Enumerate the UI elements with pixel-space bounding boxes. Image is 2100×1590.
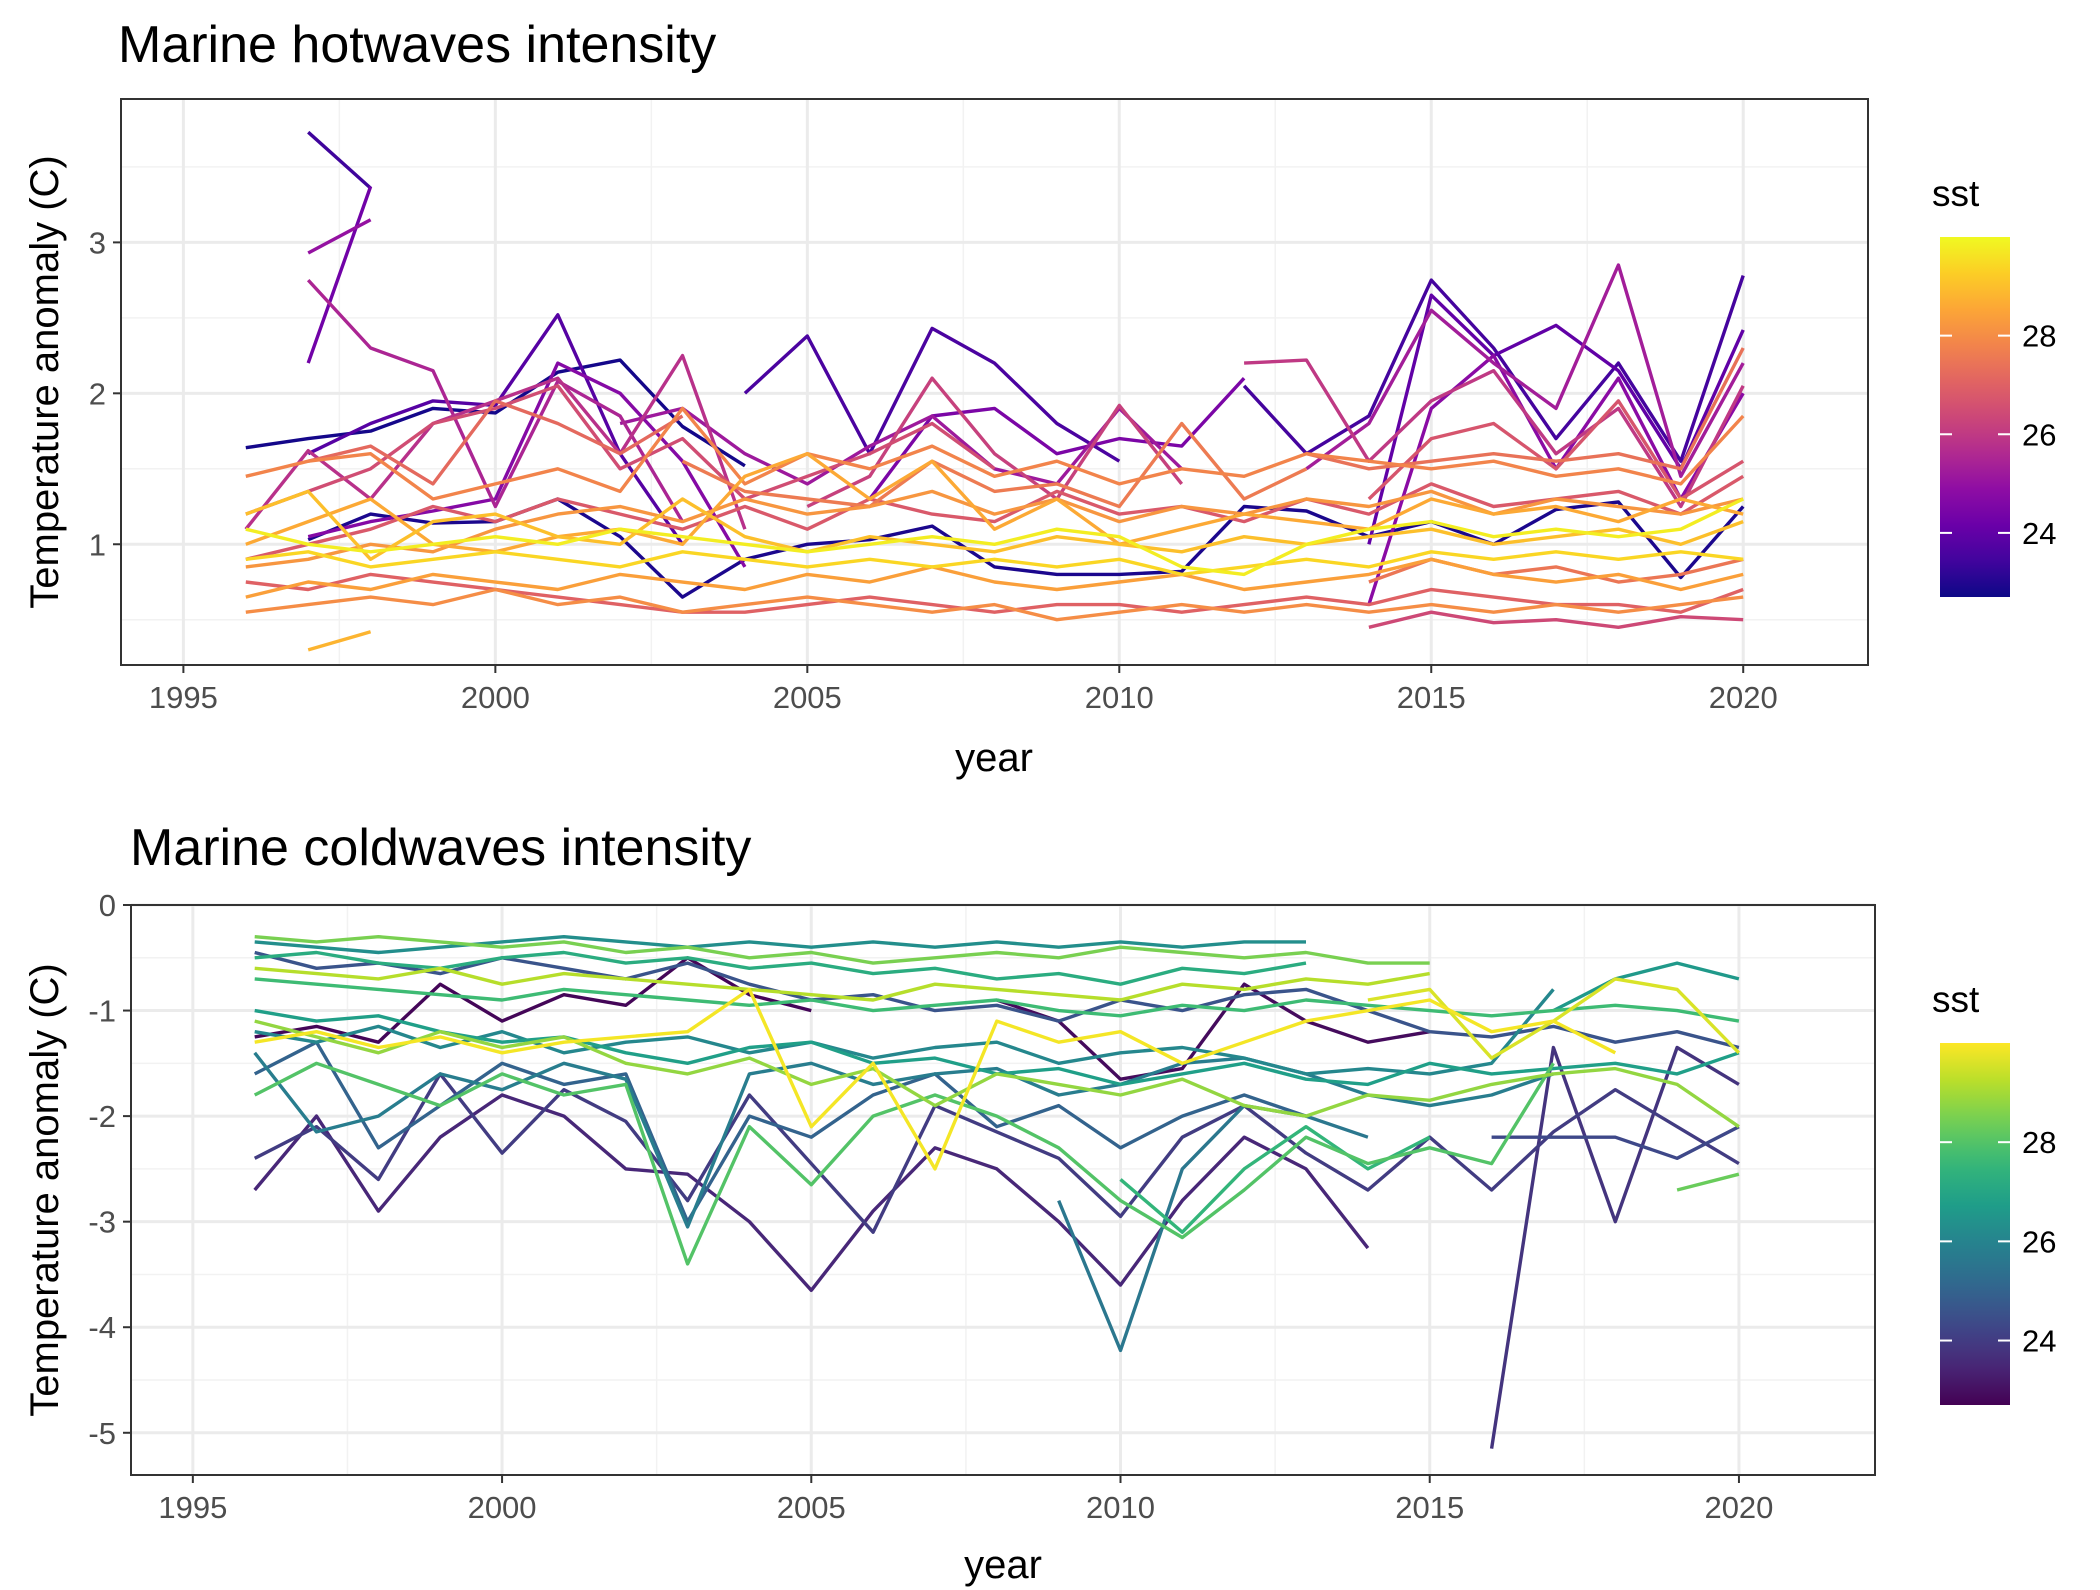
coldwaves-y-axis-title: Temperature anomaly (C)	[23, 963, 67, 1417]
coldwaves-x-axis: 1995 2000 2005 2010 2015 2020	[158, 1475, 1773, 1525]
coldwaves-series-line-4	[1489, 1045, 1740, 1449]
coldwaves-series-line-5	[253, 1072, 1740, 1234]
x-tick-label: 2000	[468, 1490, 537, 1525]
hotwaves-y-axis-title: Temperature anomaly (C)	[23, 155, 67, 609]
hotwaves-series-line-18	[806, 376, 1184, 509]
hotwaves-series-line-17	[1244, 358, 1745, 509]
x-tick-label: 2020	[1709, 680, 1778, 715]
hotwaves-legend: sst 24 26 28	[1932, 173, 2056, 597]
hotwaves-legend-title: sst	[1932, 173, 1980, 214]
hotwaves-series-line-25	[1306, 347, 1745, 471]
hotwaves-title: Marine hotwaves intensity	[118, 16, 716, 74]
hotwaves-series-line-15	[306, 278, 684, 523]
hotwaves-series-line-24	[307, 399, 684, 486]
coldwaves-series-line-18	[253, 1061, 1555, 1266]
colorbar-label: 28	[2022, 319, 2056, 354]
hotwaves-colorbar	[1940, 237, 2010, 597]
x-tick-label: 2010	[1086, 1490, 1155, 1525]
hotwaves-series-line-29	[245, 587, 1744, 622]
coldwaves-series-line-12	[254, 935, 1306, 955]
hotwaves-series-line-20	[245, 384, 996, 516]
x-tick-label: 2020	[1704, 1490, 1773, 1525]
hotwaves-series-line-28	[245, 406, 1745, 501]
coldwaves-series-line-17	[254, 977, 1740, 1023]
hotwaves-series-line-27	[681, 421, 1308, 509]
hotwaves-gridlines	[121, 99, 1868, 665]
hotwaves-series-line-22	[245, 474, 1745, 561]
hotwaves-series-line-1	[245, 358, 746, 468]
hotwaves-x-axis: 1995 2000 2005 2010 2015 2020	[149, 665, 1778, 715]
x-tick-label: 2015	[1395, 1490, 1464, 1525]
hotwaves-panel-border	[120, 98, 1869, 666]
coldwaves-chart: Marine coldwaves intensity 1995 2000 2005 2…	[23, 819, 2056, 1587]
hotwaves-series-line-14	[1305, 263, 1745, 478]
colorbar-label: 24	[2022, 516, 2056, 551]
hotwaves-series-line-8	[306, 185, 373, 364]
coldwaves-series-group	[253, 935, 1741, 1449]
coldwaves-series-line-19	[1676, 1172, 1740, 1192]
coldwaves-series-line-16	[1119, 1124, 1431, 1234]
hotwaves-series-group	[244, 130, 1745, 652]
coldwaves-series-line-6	[1491, 1125, 1740, 1161]
colorbar-label: 26	[2022, 1224, 2056, 1259]
coldwaves-panel-border	[130, 904, 1876, 1476]
y-tick-label: -2	[88, 1099, 116, 1134]
coldwaves-series-line-24	[254, 987, 1617, 1171]
hotwaves-series-line-31	[245, 557, 1744, 599]
hotwaves-series-line-10	[307, 361, 747, 568]
coldwaves-series-line-21	[254, 1019, 1740, 1129]
hotwaves-series-line-4	[1242, 275, 1745, 463]
colorbar-label: 28	[2022, 1125, 2056, 1160]
hotwaves-series-line-13	[619, 406, 1183, 486]
y-tick-label: 0	[99, 888, 116, 923]
hotwaves-series-line-3	[307, 130, 372, 190]
coldwaves-y-axis: 0 -1 -2 -3 -4 -5	[88, 888, 131, 1451]
x-tick-label: 1995	[158, 1490, 227, 1525]
coldwaves-series-line-13	[1552, 961, 1740, 1013]
y-tick-label: 2	[89, 376, 106, 411]
colorbar-label: 24	[2022, 1324, 2056, 1359]
hotwaves-series-line-19	[1368, 610, 1744, 629]
coldwaves-series-line-2	[996, 982, 1430, 1081]
x-tick-label: 2010	[1085, 680, 1154, 715]
coldwaves-series-line-10	[253, 1051, 1554, 1229]
hotwaves-series-line-35	[245, 550, 1744, 577]
hotwaves-series-line-12	[307, 218, 372, 255]
x-tick-label: 2000	[461, 680, 530, 715]
x-tick-label: 2005	[773, 680, 842, 715]
coldwaves-series-line-15	[254, 950, 1307, 986]
hotwaves-series-line-33	[307, 630, 372, 652]
coldwaves-legend: sst 24 26 28	[1932, 979, 2056, 1405]
coldwaves-x-axis-title: year	[964, 1543, 1042, 1587]
coldwaves-series-line-3	[253, 1093, 1370, 1293]
coldwaves-title: Marine coldwaves intensity	[130, 819, 751, 877]
y-tick-label: 1	[89, 527, 106, 562]
y-tick-label: -1	[88, 994, 116, 1029]
x-tick-label: 1995	[149, 680, 218, 715]
y-tick-label: 3	[89, 225, 106, 260]
coldwaves-legend-title: sst	[1932, 979, 1980, 1020]
hotwaves-series-line-34	[245, 489, 1744, 561]
y-tick-label: -3	[88, 1205, 116, 1240]
y-tick-label: -5	[88, 1416, 116, 1451]
hotwaves-series-line-36	[245, 497, 1744, 577]
coldwaves-series-line-9	[1057, 1103, 1369, 1353]
coldwaves-colorbar	[1940, 1043, 2010, 1405]
coldwaves-series-line-22	[254, 966, 1430, 1002]
coldwaves-series-line-20	[254, 935, 1430, 965]
x-tick-label: 2015	[1397, 680, 1466, 715]
hotwaves-x-axis-title: year	[955, 736, 1033, 780]
coldwaves-series-line-8	[253, 1040, 1307, 1224]
colorbar-label: 26	[2022, 417, 2056, 452]
x-tick-label: 2005	[777, 1490, 846, 1525]
y-tick-label: -4	[88, 1310, 116, 1345]
hotwaves-series-line-5	[743, 326, 1121, 463]
hotwaves-chart: Marine hotwaves intensity 1995 2000 2005 20…	[23, 16, 2056, 780]
hotwaves-y-axis: 1 2 3	[89, 225, 121, 562]
